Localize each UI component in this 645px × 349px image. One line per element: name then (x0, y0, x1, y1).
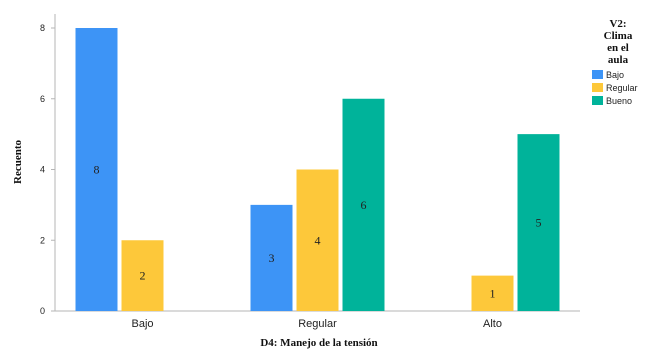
y-axis-title: Recuento (12, 140, 24, 184)
y-tick-label: 6 (40, 94, 45, 104)
y-tick-label: 0 (40, 306, 45, 316)
data-label: 3 (269, 251, 275, 265)
data-label: 1 (490, 286, 496, 300)
legend: V2: Clima en el aula Bajo Regular Bueno (592, 18, 638, 106)
y-tick-label: 4 (40, 165, 45, 175)
legend-swatch-regular (592, 83, 603, 92)
data-label: 2 (140, 269, 146, 283)
legend-items: Bajo Regular Bueno (592, 70, 638, 106)
category-label: Regular (298, 318, 337, 330)
bar-regular-regular (296, 169, 339, 311)
bar-bajo-regular (250, 204, 293, 311)
category-label: Alto (483, 318, 502, 330)
legend-title-line-3: en el (607, 42, 629, 54)
data-label: 5 (536, 216, 542, 230)
legend-swatch-bajo (592, 70, 603, 79)
y-tick-label: 2 (40, 235, 45, 245)
legend-swatch-bueno (592, 96, 603, 105)
data-label-group: 8 2 3 4 6 1 5 (94, 163, 542, 301)
legend-title-line-4: aula (608, 54, 629, 66)
legend-label: Regular (606, 83, 638, 93)
data-label: 6 (361, 198, 367, 212)
legend-label: Bueno (606, 96, 632, 106)
bar-bajo-bajo (75, 28, 118, 311)
legend-title-line-2: Clima (604, 30, 633, 42)
bar-bueno-regular (342, 98, 385, 311)
bar-bueno-alto (517, 134, 560, 311)
legend-title-line-1: V2: (609, 18, 626, 30)
bar-regular-alto (471, 275, 514, 311)
data-label: 4 (315, 233, 321, 247)
legend-label: Bajo (606, 70, 624, 80)
bar-group (75, 28, 560, 311)
y-tick-label: 8 (40, 23, 45, 33)
y-tick-group: 0 2 4 6 8 (40, 23, 55, 316)
bar-regular-bajo (121, 240, 164, 311)
x-axis-title: D4: Manejo de la tensión (260, 337, 377, 349)
data-label: 8 (94, 163, 100, 177)
category-label: Bajo (131, 318, 153, 330)
category-label-group: Bajo Regular Alto (131, 318, 502, 330)
